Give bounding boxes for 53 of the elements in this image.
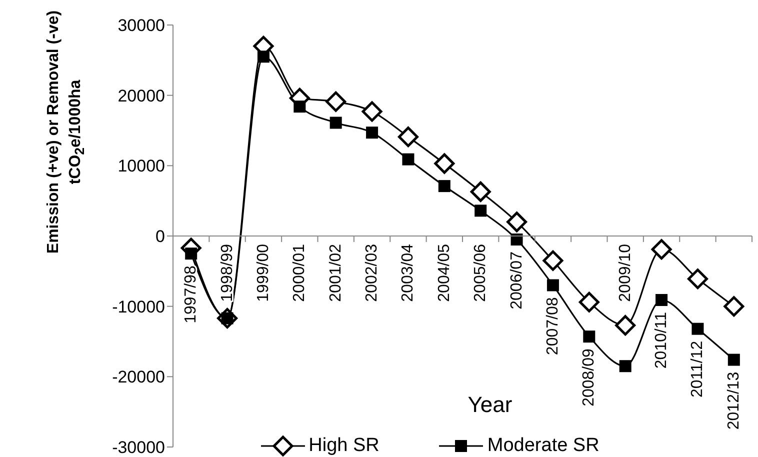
point xyxy=(724,296,744,317)
point xyxy=(692,322,704,335)
y-tick-label: 0 xyxy=(156,227,165,246)
y-tick-label: -30000 xyxy=(112,438,165,457)
point xyxy=(434,153,455,174)
point xyxy=(619,360,632,372)
point xyxy=(474,204,487,217)
x-axis-title: Year xyxy=(468,392,512,417)
point xyxy=(615,315,636,336)
point xyxy=(651,239,672,260)
x-tick-label: 2004/05 xyxy=(436,244,453,302)
x-tick-label: 2003/04 xyxy=(400,244,417,302)
point xyxy=(257,50,270,63)
x-tick-label: 2002/03 xyxy=(364,244,381,302)
point xyxy=(402,153,414,166)
x-tick-label: 2000/01 xyxy=(291,244,308,302)
point xyxy=(438,180,450,192)
legend-label: Moderate SR xyxy=(487,435,600,457)
point xyxy=(656,294,668,306)
point xyxy=(330,116,342,129)
y-tick-label: 30000 xyxy=(118,16,165,36)
point xyxy=(506,212,528,232)
x-tick-label: 2006/07 xyxy=(508,251,526,310)
point xyxy=(687,268,708,290)
x-tick-label: 2005/06 xyxy=(472,244,490,302)
x-tick-label: 1997/98 xyxy=(182,265,200,324)
point xyxy=(728,354,740,366)
point xyxy=(542,250,564,271)
point xyxy=(326,91,346,112)
x-tick-label: 1999/00 xyxy=(254,244,272,302)
point xyxy=(294,100,306,113)
point xyxy=(510,234,523,246)
point xyxy=(583,330,596,343)
point xyxy=(362,101,382,122)
point xyxy=(470,181,491,202)
point xyxy=(398,126,418,148)
point xyxy=(578,292,600,312)
y-tick-label: -10000 xyxy=(112,297,165,316)
x-tick-label: 2008/09 xyxy=(580,348,598,406)
y-tick-label: 20000 xyxy=(118,86,165,106)
x-tick-label: 2009/10 xyxy=(616,244,634,302)
y-tick-label: 10000 xyxy=(118,156,165,176)
legend-label: High SR xyxy=(308,435,380,457)
x-tick-label: 2007/08 xyxy=(544,297,562,356)
x-tick-label: 2012/13 xyxy=(725,372,742,430)
x-tick-label: 1998/99 xyxy=(218,244,236,302)
x-tick-label: 2001/02 xyxy=(327,244,344,302)
y-tick-label: -20000 xyxy=(112,368,165,387)
point xyxy=(185,248,198,260)
point xyxy=(546,279,559,292)
x-tick-label: 2010/11 xyxy=(653,312,670,369)
point xyxy=(366,126,378,139)
x-tick-label: 2011/12 xyxy=(689,340,706,398)
